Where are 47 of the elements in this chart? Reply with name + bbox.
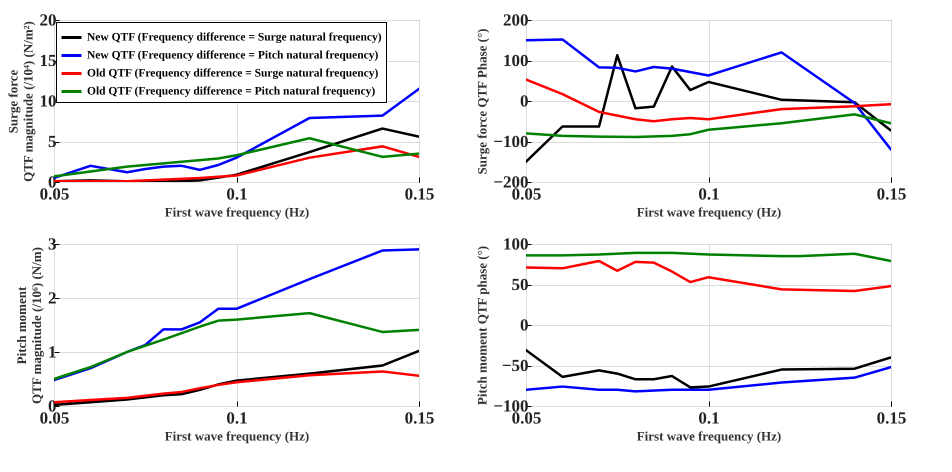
x-tick-label: 0.1 [226,184,248,204]
y-tick-label: 2 [48,288,56,308]
legend-label: New QTF (Frequency difference = Pitch natural frequency) [87,50,379,62]
x-axis-title: First wave frequency (Hz) [636,204,782,220]
x-tick-label: 0.15 [876,408,906,428]
x-tick-label: 0.15 [404,184,434,204]
y-tick-label: 5 [48,132,56,151]
y-tick-label: 0 [520,92,528,110]
y-tick-label: 50 [512,275,528,294]
line-series [526,38,891,151]
x-tick-label: 0.1 [698,184,720,204]
y-tick-label: −50 [502,356,528,375]
x-axis-title: First wave frequency (Hz) [636,428,782,444]
line-series [54,88,419,180]
line-series [526,54,891,163]
y-tick-label: 15 [40,51,56,70]
y-tick-label: 10 [40,92,56,110]
line-series [526,78,891,122]
x-tick-label: 0.1 [698,408,720,428]
y-tick-label: 20 [40,10,56,30]
line-series [526,260,891,292]
line-series [54,312,419,380]
legend-label: Old QTF (Frequency difference = Surge natural frequency) [87,68,379,80]
line-series [526,113,891,138]
legend-label: Old QTF (Frequency difference = Pitch natural frequency) [87,86,376,98]
y-axis-title: Surge force QTF magnitude (/10⁴) (N/m²) [6,21,36,182]
y-tick-label: 100 [503,234,528,254]
x-tick-label: 0.15 [404,408,434,428]
line-series [54,370,419,404]
y-tick-label: 1 [48,342,56,362]
y-axis-title: Pitch moment QTF magnitude (/10⁶) (N/m) [14,247,44,404]
line-series [526,252,891,262]
line-series [526,366,891,393]
x-axis-title: First wave frequency (Hz) [164,204,310,220]
y-axis-title: Surge force QTF Phase (°) [474,28,490,175]
line-series [54,137,419,178]
y-tick-label: 0 [520,316,528,334]
legend-label: New QTF (Frequency difference = Surge natural frequency) [87,32,382,44]
y-tick-label: −100 [493,132,528,151]
y-axis-title: Pitch moment QTF phase (°) [474,246,490,406]
y-tick-label: 3 [48,234,56,254]
x-tick-label: 0.1 [226,408,248,428]
y-tick-label: 100 [503,51,528,70]
line-series [526,348,891,389]
x-tick-label: 0.15 [876,184,906,204]
x-axis-title: First wave frequency (Hz) [164,428,310,444]
y-tick-label: 200 [503,10,528,30]
